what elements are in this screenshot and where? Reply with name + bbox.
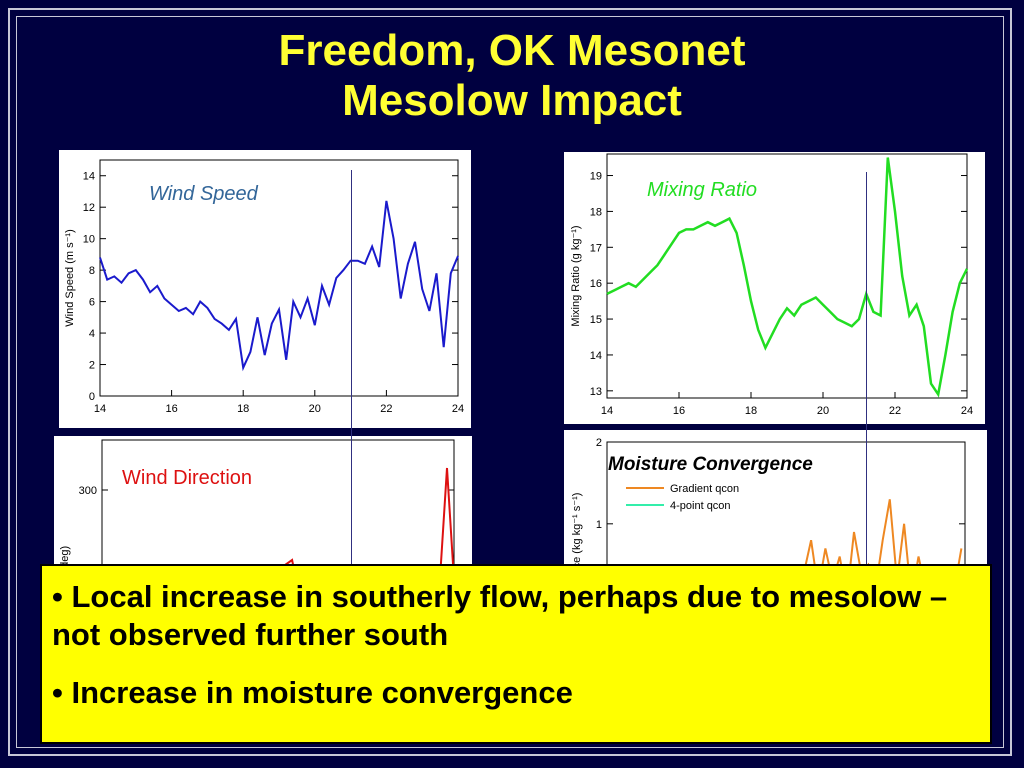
y-tick-label: 8 <box>89 265 95 277</box>
y-tick-label: 2 <box>596 437 602 449</box>
y-tick-label: 13 <box>590 386 602 398</box>
x-tick-label: 14 <box>601 405 613 417</box>
x-tick-label: 14 <box>94 403 106 415</box>
x-tick-label: 24 <box>961 405 973 417</box>
wind-direction-plot-frame <box>101 439 455 576</box>
mixing-ratio-chart: 14 16 18 20 22 24 13 14 15 16 17 18 19 Mixing Ratio… <box>564 152 985 424</box>
y-tick-label: 16 <box>590 278 602 290</box>
bullet-moisture-convergence: • Increase in moisture convergence <box>52 675 573 710</box>
mixing-ratio-ylabel: Mixing Ratio (g kg⁻¹) <box>570 225 582 326</box>
wind-speed-ticks <box>99 175 459 397</box>
slide-title: Freedom, OK Mesonet Mesolow Impact <box>0 26 1024 126</box>
mixing-ratio-plot-frame <box>606 153 968 399</box>
wind-speed-y-tick-labels: 0 2 4 6 8 10 12 14 <box>83 171 95 403</box>
wind-speed-series-line <box>99 200 459 372</box>
y-tick-label: 1 <box>596 519 602 531</box>
moisture-convergence-ylabel: Moisture Convergence (kg kg⁻¹ s⁻¹) <box>571 493 583 576</box>
wind-speed-ylabel: Wind Speed (m s⁻¹) <box>64 229 76 327</box>
mixing-ratio-y-tick-labels: 13 14 15 16 17 18 19 <box>590 171 602 398</box>
moisture-time-marker <box>866 172 868 570</box>
y-tick-label: 15 <box>590 314 602 326</box>
x-tick-label: 22 <box>889 405 901 417</box>
bullet-southerly-flow: • Local increase in southerly flow, perh… <box>52 579 948 652</box>
x-tick-label: 20 <box>817 405 829 417</box>
y-tick-label: 14 <box>83 171 95 183</box>
y-tick-label: 12 <box>83 202 95 214</box>
mixing-ratio-caption: Mixing Ratio <box>647 179 757 201</box>
y-tick-label: 18 <box>590 206 602 218</box>
x-tick-label: 20 <box>309 403 321 415</box>
moisture-convergence-plot-frame <box>606 441 966 576</box>
wind-speed-caption: Wind Speed <box>149 183 259 205</box>
wind-direction-caption: Wind Direction <box>122 467 252 489</box>
slide-inner-frame <box>16 16 1004 748</box>
moisture-convergence-y-tick-labels: 012 <box>596 437 602 531</box>
moisture-convergence-svg: 012 Moisture Convergence (kg kg⁻¹ s⁻¹) M… <box>571 437 966 576</box>
mixing-ratio-series-line <box>606 157 969 398</box>
y-tick-label: 0 <box>89 391 95 403</box>
y-tick-label: 300 <box>79 485 97 497</box>
wind-direction-chart: 200300 Wind Direction (deg) Wind Directi… <box>54 436 472 576</box>
wind-direction-svg: 200300 Wind Direction (deg) Wind Directi… <box>59 439 455 576</box>
x-tick-label: 24 <box>452 403 464 415</box>
summary-callout: • Local increase in southerly flow, perh… <box>40 564 992 744</box>
legend-label-4-point-qcon: 4-point qcon <box>670 500 731 512</box>
wind-speed-chart: 14 16 18 20 22 24 0 2 4 6 8 10 12 14 Wind Speed (m s… <box>59 150 471 428</box>
mixing-ratio-x-tick-labels: 14 16 18 20 22 24 <box>601 405 973 417</box>
mixing-ratio-ticks <box>606 175 968 398</box>
wind-speed-plot-frame <box>99 159 459 397</box>
wind-direction-series-line <box>280 467 455 576</box>
wind-direction-y-tick-labels: 200300 <box>79 485 97 497</box>
x-tick-label: 18 <box>745 405 757 417</box>
moisture-convergence-ticks <box>607 441 965 525</box>
wind-speed-x-tick-labels: 14 16 18 20 22 24 <box>94 403 464 415</box>
y-tick-label: 6 <box>89 297 95 309</box>
y-tick-label: 4 <box>89 328 95 340</box>
x-tick-label: 16 <box>673 405 685 417</box>
moisture-convergence-chart: 012 Moisture Convergence (kg kg⁻¹ s⁻¹) M… <box>564 430 987 576</box>
slide-outer-frame <box>8 8 1012 756</box>
mixing-ratio-svg: 14 16 18 20 22 24 13 14 15 16 17 18 19 Mixing Ratio… <box>570 153 973 417</box>
y-tick-label: 14 <box>590 350 602 362</box>
legend-label-gradient-qcon: Gradient qcon <box>670 483 739 495</box>
moisture-convergence-caption: Moisture Convergence <box>608 454 813 475</box>
y-tick-label: 10 <box>83 234 95 246</box>
slide-title-line1: Freedom, OK Mesonet <box>278 26 746 75</box>
y-tick-label: 2 <box>89 360 95 372</box>
slide-title-line2: Mesolow Impact <box>342 76 682 125</box>
wind-time-marker <box>350 170 352 570</box>
x-tick-label: 22 <box>380 403 392 415</box>
y-tick-label: 19 <box>590 171 602 183</box>
x-tick-label: 18 <box>237 403 249 415</box>
x-tick-label: 16 <box>165 403 177 415</box>
y-tick-label: 17 <box>590 242 602 254</box>
